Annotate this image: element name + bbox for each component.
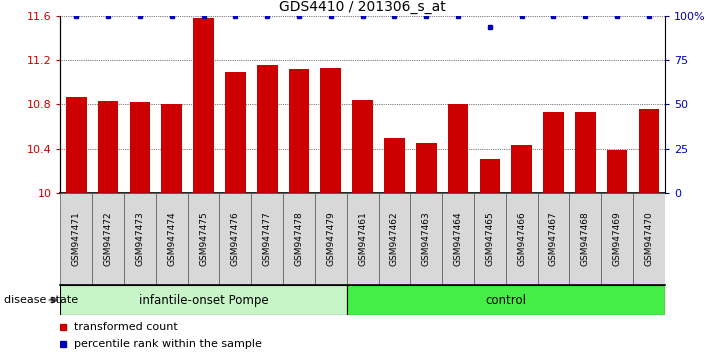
Text: infantile-onset Pompe: infantile-onset Pompe: [139, 293, 268, 307]
Bar: [220, 193, 251, 285]
Bar: [60, 285, 347, 315]
Text: control: control: [485, 293, 526, 307]
Bar: [161, 104, 182, 193]
Bar: [188, 193, 220, 285]
Text: GSM947477: GSM947477: [262, 212, 272, 266]
Bar: [257, 65, 277, 193]
Bar: [352, 100, 373, 193]
Text: GSM947463: GSM947463: [422, 212, 431, 266]
Bar: [570, 193, 602, 285]
Bar: [378, 193, 410, 285]
Text: GSM947470: GSM947470: [644, 212, 653, 266]
Bar: [225, 72, 246, 193]
Bar: [506, 193, 538, 285]
Bar: [474, 193, 506, 285]
Text: GSM947471: GSM947471: [72, 212, 81, 266]
Text: GSM947466: GSM947466: [517, 212, 526, 266]
Text: GSM947479: GSM947479: [326, 212, 336, 266]
Text: GSM947474: GSM947474: [167, 212, 176, 266]
Bar: [538, 193, 570, 285]
Text: GSM947472: GSM947472: [104, 212, 112, 266]
Bar: [543, 112, 564, 193]
Bar: [602, 193, 633, 285]
Bar: [129, 102, 150, 193]
Text: disease state: disease state: [4, 295, 77, 305]
Bar: [347, 285, 665, 315]
Text: GSM947473: GSM947473: [136, 212, 144, 266]
Bar: [98, 101, 119, 193]
Bar: [606, 150, 627, 193]
Bar: [384, 138, 405, 193]
Bar: [193, 18, 214, 193]
Bar: [416, 143, 437, 193]
Bar: [347, 193, 378, 285]
Bar: [575, 112, 596, 193]
Bar: [479, 159, 500, 193]
Bar: [638, 109, 659, 193]
Bar: [156, 193, 188, 285]
Text: GSM947478: GSM947478: [294, 212, 304, 266]
Text: GSM947475: GSM947475: [199, 212, 208, 266]
Bar: [251, 193, 283, 285]
Text: GSM947469: GSM947469: [613, 212, 621, 266]
Text: GSM947461: GSM947461: [358, 212, 367, 266]
Bar: [92, 193, 124, 285]
Bar: [124, 193, 156, 285]
Text: percentile rank within the sample: percentile rank within the sample: [74, 339, 262, 349]
Bar: [60, 193, 92, 285]
Bar: [633, 193, 665, 285]
Bar: [289, 69, 309, 193]
Bar: [66, 97, 87, 193]
Bar: [321, 68, 341, 193]
Bar: [442, 193, 474, 285]
Text: transformed count: transformed count: [74, 321, 178, 332]
Text: GSM947462: GSM947462: [390, 212, 399, 266]
Text: GSM947465: GSM947465: [486, 212, 494, 266]
Bar: [315, 193, 347, 285]
Text: GSM947467: GSM947467: [549, 212, 558, 266]
Text: GSM947468: GSM947468: [581, 212, 589, 266]
Bar: [511, 145, 532, 193]
Bar: [410, 193, 442, 285]
Title: GDS4410 / 201306_s_at: GDS4410 / 201306_s_at: [279, 0, 446, 13]
Bar: [448, 104, 469, 193]
Text: GSM947476: GSM947476: [231, 212, 240, 266]
Text: GSM947464: GSM947464: [454, 212, 463, 266]
Bar: [283, 193, 315, 285]
